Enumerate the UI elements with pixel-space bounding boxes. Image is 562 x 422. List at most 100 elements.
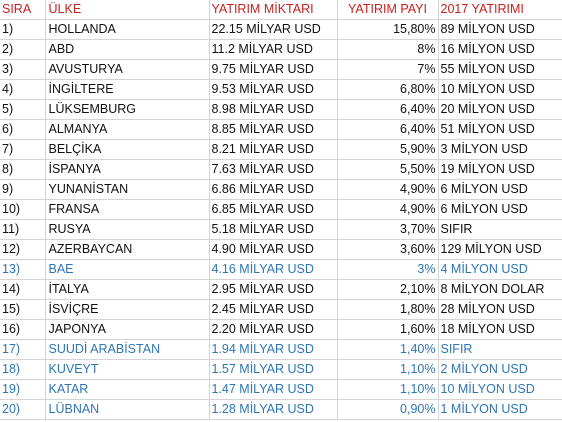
cell-yatirim-miktari[interactable]: 9.75 MİLYAR USD bbox=[209, 59, 338, 80]
cell-ulke[interactable]: BAE bbox=[45, 259, 210, 280]
header-ulke[interactable]: ÜLKE bbox=[45, 0, 210, 20]
cell-ulke[interactable]: HOLLANDA bbox=[45, 19, 210, 40]
cell-ulke[interactable]: İSPANYA bbox=[45, 159, 210, 180]
cell-sira[interactable]: 5) bbox=[0, 99, 46, 120]
cell-yatirim-miktari[interactable]: 22.15 MİLYAR USD bbox=[209, 19, 338, 40]
cell-2017-yatirimi[interactable]: 55 MİLYON USD bbox=[438, 59, 562, 80]
cell-sira[interactable]: 19) bbox=[0, 379, 46, 400]
cell-yatirim-payi[interactable]: 15,80% bbox=[337, 19, 439, 40]
cell-yatirim-miktari[interactable]: 5.18 MİLYAR USD bbox=[209, 219, 338, 240]
cell-yatirim-payi[interactable]: 1,10% bbox=[337, 359, 439, 380]
cell-2017-yatirimi[interactable]: 8 MİLYON DOLAR bbox=[438, 279, 562, 300]
cell-2017-yatirimi[interactable]: 129 MİLYON USD bbox=[438, 239, 562, 260]
cell-2017-yatirimi[interactable]: 51 MİLYON USD bbox=[438, 119, 562, 140]
cell-sira[interactable]: 12) bbox=[0, 239, 46, 260]
cell-ulke[interactable]: AVUSTURYA bbox=[45, 59, 210, 80]
cell-yatirim-payi[interactable]: 4,90% bbox=[337, 179, 439, 200]
cell-2017-yatirimi[interactable]: 2 MİLYON USD bbox=[438, 359, 562, 380]
cell-yatirim-payi[interactable]: 3,60% bbox=[337, 239, 439, 260]
cell-2017-yatirimi[interactable]: 19 MİLYON USD bbox=[438, 159, 562, 180]
cell-2017-yatirimi[interactable]: 89 MİLYON USD bbox=[438, 19, 562, 40]
cell-yatirim-miktari[interactable]: 11.2 MİLYAR USD bbox=[209, 39, 338, 60]
cell-yatirim-payi[interactable]: 1,40% bbox=[337, 339, 439, 360]
cell-sira[interactable]: 15) bbox=[0, 299, 46, 320]
cell-sira[interactable]: 18) bbox=[0, 359, 46, 380]
cell-sira[interactable]: 4) bbox=[0, 79, 46, 100]
cell-yatirim-miktari[interactable]: 8.98 MİLYAR USD bbox=[209, 99, 338, 120]
cell-yatirim-payi[interactable]: 1,60% bbox=[337, 319, 439, 340]
cell-yatirim-miktari[interactable]: 6.85 MİLYAR USD bbox=[209, 199, 338, 220]
header-sira[interactable]: SIRA bbox=[0, 0, 46, 20]
cell-yatirim-payi[interactable]: 1,10% bbox=[337, 379, 439, 400]
cell-sira[interactable]: 2) bbox=[0, 39, 46, 60]
cell-ulke[interactable]: KUVEYT bbox=[45, 359, 210, 380]
cell-sira[interactable]: 7) bbox=[0, 139, 46, 160]
cell-yatirim-payi[interactable]: 5,50% bbox=[337, 159, 439, 180]
cell-2017-yatirimi[interactable]: SIFIR bbox=[438, 219, 562, 240]
cell-2017-yatirimi[interactable]: 10 MİLYON USD bbox=[438, 379, 562, 400]
cell-yatirim-payi[interactable]: 1,80% bbox=[337, 299, 439, 320]
cell-ulke[interactable]: LÜBNAN bbox=[45, 399, 210, 420]
cell-ulke[interactable]: AZERBAYCAN bbox=[45, 239, 210, 260]
cell-sira[interactable]: 16) bbox=[0, 319, 46, 340]
cell-ulke[interactable]: İTALYA bbox=[45, 279, 210, 300]
cell-sira[interactable]: 6) bbox=[0, 119, 46, 140]
cell-ulke[interactable]: RUSYA bbox=[45, 219, 210, 240]
cell-yatirim-payi[interactable]: 6,80% bbox=[337, 79, 439, 100]
cell-yatirim-payi[interactable]: 7% bbox=[337, 59, 439, 80]
cell-sira[interactable]: 17) bbox=[0, 339, 46, 360]
cell-yatirim-payi[interactable]: 0,90% bbox=[337, 399, 439, 420]
cell-sira[interactable]: 8) bbox=[0, 159, 46, 180]
cell-ulke[interactable]: YUNANİSTAN bbox=[45, 179, 210, 200]
cell-yatirim-miktari[interactable]: 4.90 MİLYAR USD bbox=[209, 239, 338, 260]
header-yatirim-miktari[interactable]: YATIRIM MİKTARI bbox=[209, 0, 338, 20]
cell-yatirim-miktari[interactable]: 6.86 MİLYAR USD bbox=[209, 179, 338, 200]
cell-2017-yatirimi[interactable]: 6 MİLYON USD bbox=[438, 179, 562, 200]
cell-yatirim-miktari[interactable]: 7.63 MİLYAR USD bbox=[209, 159, 338, 180]
cell-2017-yatirimi[interactable]: SIFIR bbox=[438, 339, 562, 360]
cell-sira[interactable]: 14) bbox=[0, 279, 46, 300]
cell-yatirim-payi[interactable]: 3,70% bbox=[337, 219, 439, 240]
header-yatirim-payi[interactable]: YATIRIM PAYI bbox=[337, 0, 439, 20]
cell-yatirim-miktari[interactable]: 2.20 MİLYAR USD bbox=[209, 319, 338, 340]
cell-ulke[interactable]: İSVİÇRE bbox=[45, 299, 210, 320]
cell-ulke[interactable]: FRANSA bbox=[45, 199, 210, 220]
cell-yatirim-miktari[interactable]: 1.47 MİLYAR USD bbox=[209, 379, 338, 400]
cell-yatirim-payi[interactable]: 2,10% bbox=[337, 279, 439, 300]
cell-yatirim-miktari[interactable]: 9.53 MİLYAR USD bbox=[209, 79, 338, 100]
cell-sira[interactable]: 13) bbox=[0, 259, 46, 280]
cell-yatirim-miktari[interactable]: 1.57 MİLYAR USD bbox=[209, 359, 338, 380]
cell-sira[interactable]: 1) bbox=[0, 19, 46, 40]
cell-yatirim-payi[interactable]: 8% bbox=[337, 39, 439, 60]
cell-ulke[interactable]: LÜKSEMBURG bbox=[45, 99, 210, 120]
cell-ulke[interactable]: İNGİLTERE bbox=[45, 79, 210, 100]
cell-2017-yatirimi[interactable]: 18 MİLYON USD bbox=[438, 319, 562, 340]
cell-yatirim-miktari[interactable]: 1.94 MİLYAR USD bbox=[209, 339, 338, 360]
cell-ulke[interactable]: JAPONYA bbox=[45, 319, 210, 340]
cell-yatirim-miktari[interactable]: 2.95 MİLYAR USD bbox=[209, 279, 338, 300]
cell-yatirim-miktari[interactable]: 8.21 MİLYAR USD bbox=[209, 139, 338, 160]
cell-2017-yatirimi[interactable]: 1 MİLYON USD bbox=[438, 399, 562, 420]
cell-yatirim-payi[interactable]: 6,40% bbox=[337, 99, 439, 120]
cell-2017-yatirimi[interactable]: 20 MİLYON USD bbox=[438, 99, 562, 120]
cell-yatirim-payi[interactable]: 5,90% bbox=[337, 139, 439, 160]
cell-sira[interactable]: 9) bbox=[0, 179, 46, 200]
cell-yatirim-miktari[interactable]: 2.45 MİLYAR USD bbox=[209, 299, 338, 320]
cell-yatirim-miktari[interactable]: 8.85 MİLYAR USD bbox=[209, 119, 338, 140]
cell-sira[interactable]: 11) bbox=[0, 219, 46, 240]
cell-2017-yatirimi[interactable]: 6 MİLYON USD bbox=[438, 199, 562, 220]
cell-sira[interactable]: 10) bbox=[0, 199, 46, 220]
cell-yatirim-payi[interactable]: 3% bbox=[337, 259, 439, 280]
cell-ulke[interactable]: ALMANYA bbox=[45, 119, 210, 140]
cell-2017-yatirimi[interactable]: 3 MİLYON USD bbox=[438, 139, 562, 160]
cell-ulke[interactable]: BELÇİKA bbox=[45, 139, 210, 160]
cell-ulke[interactable]: ABD bbox=[45, 39, 210, 60]
cell-ulke[interactable]: KATAR bbox=[45, 379, 210, 400]
cell-yatirim-payi[interactable]: 6,40% bbox=[337, 119, 439, 140]
cell-2017-yatirimi[interactable]: 28 MİLYON USD bbox=[438, 299, 562, 320]
cell-2017-yatirimi[interactable]: 4 MİLYON USD bbox=[438, 259, 562, 280]
header-2017-yatirimi[interactable]: 2017 YATIRIMI bbox=[438, 0, 562, 20]
cell-yatirim-miktari[interactable]: 4.16 MİLYAR USD bbox=[209, 259, 338, 280]
cell-yatirim-payi[interactable]: 4,90% bbox=[337, 199, 439, 220]
cell-yatirim-miktari[interactable]: 1.28 MİLYAR USD bbox=[209, 399, 338, 420]
